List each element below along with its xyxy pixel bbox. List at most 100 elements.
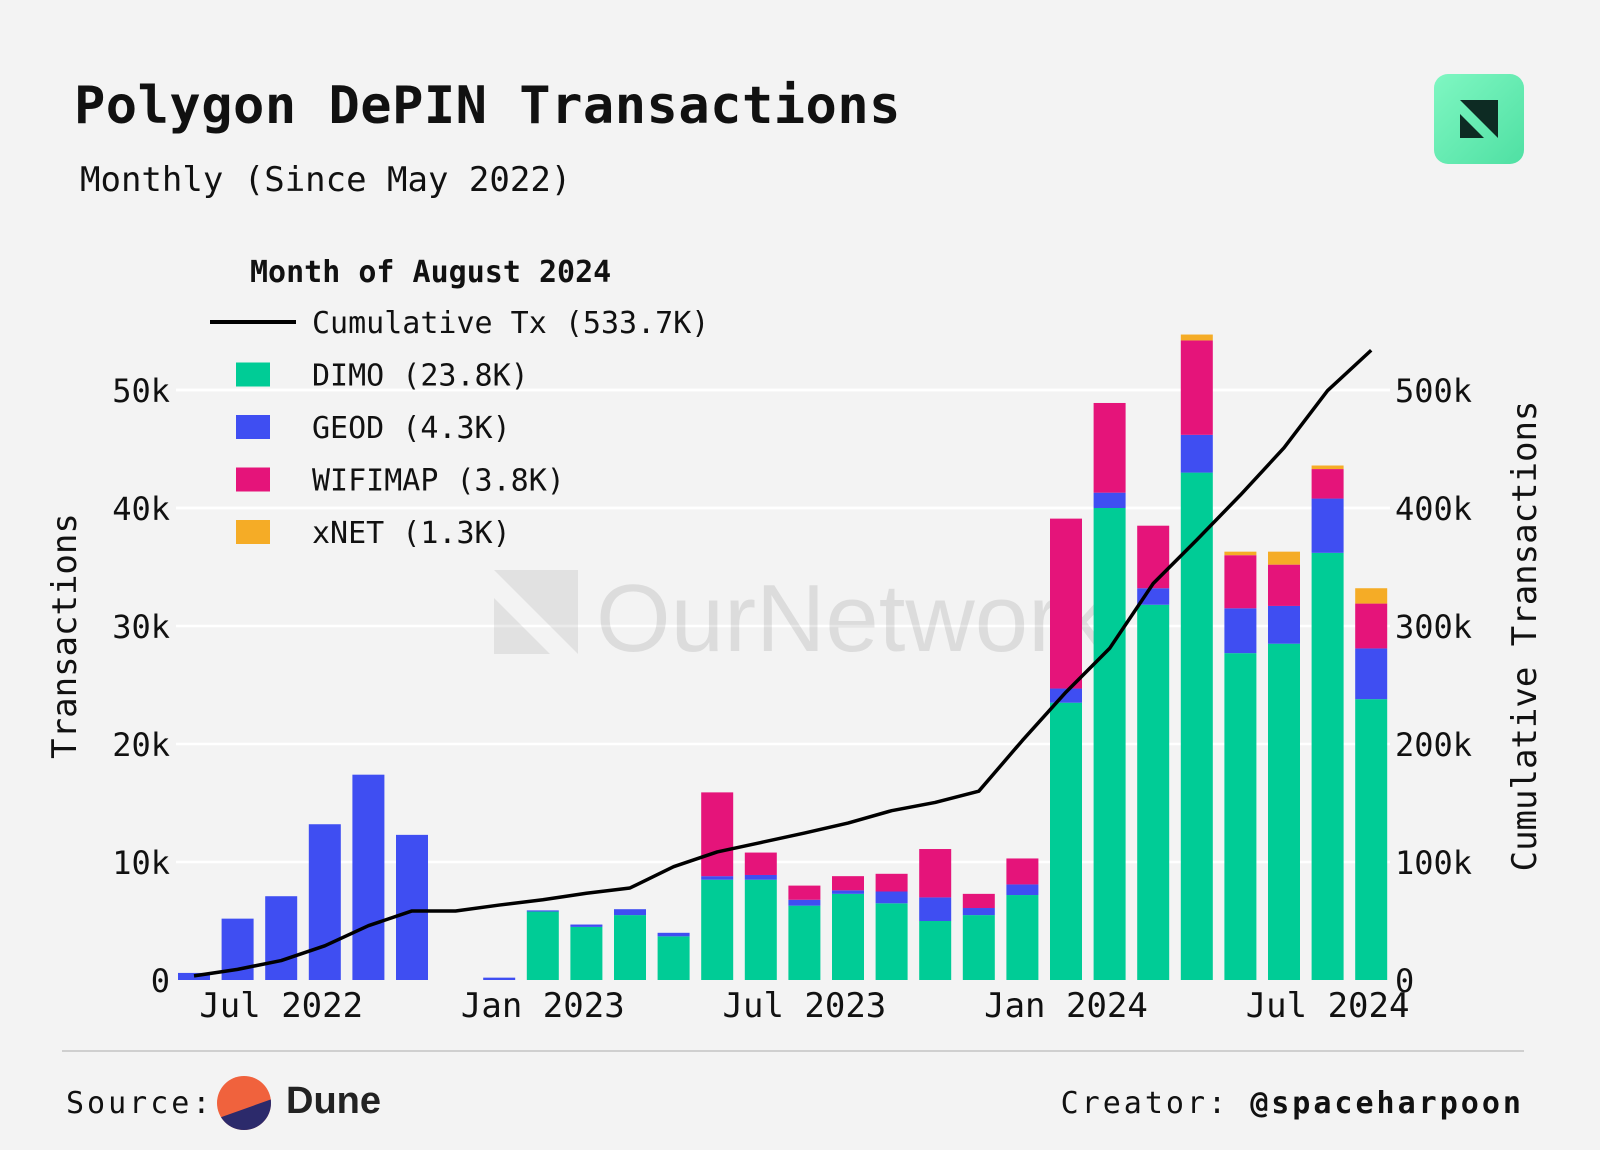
bar-geod	[657, 932, 690, 937]
bar-geod	[178, 972, 210, 980]
y2-tick-label: 500k	[1395, 372, 1472, 410]
legend-swatch	[236, 415, 270, 439]
bar-dimo	[919, 921, 952, 980]
bar-dimo	[657, 936, 690, 980]
bar-wifimap	[1050, 518, 1082, 689]
legend-title: Month of August 2024	[250, 255, 611, 290]
x-tick-label: Jul 2024	[1246, 986, 1410, 1026]
y-tick-label: 30k	[112, 608, 170, 646]
y-tick-label: 50k	[112, 372, 170, 410]
y2-tick-label: 200k	[1395, 726, 1472, 764]
bar-dimo	[832, 893, 864, 980]
x-tick-label: Jan 2024	[984, 986, 1148, 1026]
legend-entry: GEOD (4.3K)	[312, 411, 511, 446]
watermark-text: OurNetwork	[596, 565, 1109, 672]
bar-geod	[483, 977, 516, 980]
bar-wifimap	[832, 876, 864, 891]
x-tick-label: Jan 2023	[461, 986, 625, 1026]
bar-wifimap	[1311, 469, 1344, 499]
bar-geod	[744, 874, 777, 880]
source-name: Dune	[286, 1080, 381, 1122]
bar-dimo	[744, 879, 777, 980]
bar-geod	[570, 924, 603, 927]
y2-tick-label: 300k	[1395, 608, 1472, 646]
bar-geod	[1180, 434, 1213, 473]
bar-xnet	[1180, 334, 1213, 341]
bar-dimo	[701, 879, 734, 980]
bar-wifimap	[1180, 340, 1213, 435]
y-tick-label: 0	[151, 962, 170, 1000]
bar-dimo	[1006, 895, 1039, 980]
bar-geod	[1224, 608, 1257, 654]
bar-wifimap	[1355, 603, 1388, 649]
bar-geod	[919, 897, 952, 921]
bar-wifimap	[788, 885, 821, 900]
bar-dimo	[1355, 699, 1388, 980]
bar-dimo	[526, 911, 559, 980]
dune-logo-icon	[217, 1076, 271, 1130]
bar-geod	[614, 909, 646, 916]
bar-wifimap	[1224, 555, 1257, 609]
y2-axis-title: Cumulative Transactions	[1505, 401, 1545, 872]
y-axis-title: Transactions	[45, 513, 85, 759]
watermark-logo-icon	[494, 570, 578, 654]
bar-geod	[352, 774, 385, 980]
bar-geod	[1311, 498, 1344, 553]
bar-dimo	[1311, 552, 1344, 980]
bar-wifimap	[1006, 858, 1039, 885]
x-tick-label: Jul 2023	[723, 986, 887, 1026]
footer-divider	[62, 1050, 1524, 1052]
y2-tick-label: 0	[1395, 962, 1414, 1000]
bar-dimo	[1050, 702, 1082, 980]
bar-dimo	[1137, 604, 1170, 980]
bar-wifimap	[919, 849, 952, 898]
bar-dimo	[1180, 472, 1213, 980]
bar-geod	[1268, 605, 1300, 644]
ournetwork-logo-icon	[1434, 74, 1524, 164]
bar-geod	[962, 908, 995, 916]
bar-xnet	[1355, 588, 1388, 604]
bar-geod	[396, 834, 428, 980]
chart: OurNetwork 0 10k 20k 30k 40k 50k 0 100k 200k 300k 4…	[45, 255, 1545, 1026]
y2-tick-label: 100k	[1395, 844, 1472, 882]
legend-swatch	[236, 467, 270, 492]
bar-dimo	[614, 915, 646, 980]
cumulative-line	[193, 348, 1373, 978]
bar-geod	[308, 824, 341, 980]
bar-xnet	[1311, 465, 1344, 470]
y-tick-label: 20k	[112, 726, 170, 764]
legend-entry: WIFIMAP (3.8K)	[312, 464, 565, 499]
bar-dimo	[1093, 508, 1126, 980]
y2-tick-label: 400k	[1395, 490, 1472, 528]
legend-entry: xNET (1.3K)	[312, 516, 511, 551]
bar-geod	[788, 899, 821, 906]
legend-entry: DIMO (23.8K)	[312, 359, 529, 394]
creator-credit: Creator: @spaceharpoon	[1061, 1086, 1524, 1121]
bar-geod	[1006, 884, 1039, 896]
bar-dimo	[962, 915, 995, 980]
bar-geod	[875, 891, 908, 904]
legend-entry: Cumulative Tx (533.7K)	[312, 306, 709, 341]
bar-geod	[701, 876, 734, 880]
bar-dimo	[875, 903, 908, 980]
creator-handle: @spaceharpoon	[1250, 1086, 1524, 1121]
bar-dimo	[788, 905, 821, 980]
bar-dimo	[1268, 643, 1300, 980]
bar-xnet	[1268, 551, 1300, 565]
bar-wifimap	[1268, 564, 1300, 606]
bar-wifimap	[962, 893, 995, 909]
bar-wifimap	[875, 873, 908, 892]
bar-geod	[526, 910, 559, 912]
y-tick-label: 10k	[112, 844, 170, 882]
bar-geod	[832, 890, 864, 894]
source-label: Source:	[66, 1086, 214, 1121]
legend-swatch	[236, 362, 270, 387]
bar-dimo	[1224, 653, 1257, 980]
chart-subtitle: Monthly (Since May 2022)	[80, 160, 572, 200]
bar-wifimap	[744, 852, 777, 875]
bar-wifimap	[701, 792, 734, 877]
bar-geod	[1093, 492, 1126, 508]
bar-xnet	[1224, 551, 1257, 556]
x-tick-label: Jul 2022	[199, 986, 363, 1026]
bar-wifimap	[1137, 525, 1170, 589]
